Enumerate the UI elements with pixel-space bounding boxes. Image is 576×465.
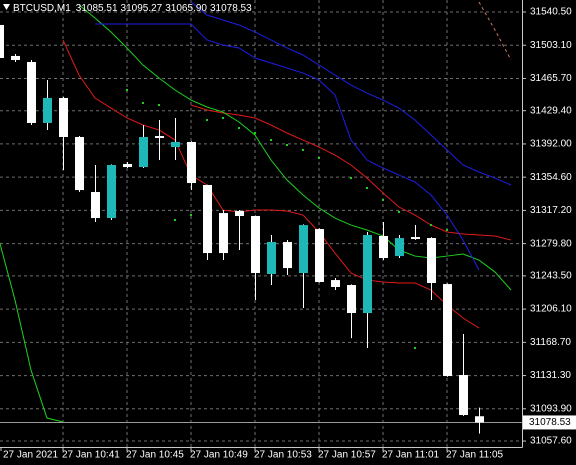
sar-dot bbox=[206, 119, 208, 122]
sar-dot bbox=[286, 144, 288, 147]
header-low: 31065.90 bbox=[165, 3, 207, 14]
sar-dot bbox=[446, 229, 448, 232]
sar-dot bbox=[158, 104, 160, 107]
sar-dot bbox=[302, 148, 304, 151]
sar-dot bbox=[238, 127, 240, 130]
y-tick-label: 31168.70 bbox=[530, 337, 571, 348]
sar-dot bbox=[398, 210, 400, 213]
candle-body bbox=[347, 285, 356, 314]
candle-body bbox=[107, 164, 116, 219]
sar-dot bbox=[222, 116, 224, 119]
header-icon bbox=[3, 4, 10, 10]
candle-body bbox=[283, 242, 292, 269]
y-tick-label: 31540.50 bbox=[530, 7, 572, 18]
x-tick-label: 27 Jan 10:45 bbox=[126, 450, 184, 461]
y-tick-label: 31503.10 bbox=[530, 40, 572, 51]
symbol: BTCUSD,M1 bbox=[13, 3, 71, 14]
sar-dot bbox=[366, 187, 368, 190]
candle-body bbox=[331, 280, 340, 287]
candle-body bbox=[379, 235, 388, 259]
indicator-line bbox=[62, 39, 480, 329]
candle-body bbox=[91, 192, 100, 219]
plot-area bbox=[0, 0, 522, 447]
candle-body bbox=[363, 235, 372, 314]
candle-body bbox=[219, 213, 228, 254]
y-tick-label: 31093.90 bbox=[530, 403, 572, 414]
y-tick-label: 31429.40 bbox=[530, 105, 572, 116]
candle-body bbox=[155, 136, 164, 138]
candle-body bbox=[139, 137, 148, 168]
candle-body bbox=[267, 242, 276, 275]
sar-dot bbox=[190, 214, 192, 217]
candle-body bbox=[251, 215, 260, 274]
x-tick-label: 27 Jan 10:53 bbox=[254, 450, 312, 461]
header-open: 31085.51 bbox=[76, 3, 118, 14]
sar-dot bbox=[254, 132, 256, 135]
indicator-line bbox=[95, 23, 480, 271]
x-tick-label: 27 Jan 11:05 bbox=[446, 450, 504, 461]
chart-header: BTCUSD,M1 31085.51 31095.27 31065.90 31078.5… bbox=[3, 3, 252, 14]
y-tick-label: 31354.60 bbox=[530, 172, 572, 183]
candle-body bbox=[395, 238, 404, 257]
candle-body bbox=[171, 141, 180, 148]
candle-body bbox=[75, 137, 84, 191]
candle-body bbox=[459, 375, 468, 416]
candle-body bbox=[187, 141, 196, 184]
candle-body bbox=[315, 229, 324, 283]
y-tick-label: 31279.80 bbox=[530, 238, 572, 249]
candle-body bbox=[235, 211, 244, 216]
current-price-box bbox=[523, 415, 576, 430]
sar-dot bbox=[142, 101, 144, 104]
candle-body bbox=[11, 55, 20, 60]
header-text: BTCUSD,M1 31085.51 31095.27 31065.90 31078.5… bbox=[13, 3, 252, 14]
sar-dot bbox=[350, 177, 352, 180]
candle-body bbox=[43, 98, 52, 123]
y-tick-label: 31131.30 bbox=[530, 370, 571, 381]
y-tick-label: 31392.00 bbox=[530, 139, 572, 150]
candle-body bbox=[123, 164, 132, 168]
sar-dot bbox=[270, 139, 272, 142]
sar-dot bbox=[318, 156, 320, 159]
sar-dot bbox=[414, 347, 416, 350]
candle-body bbox=[475, 416, 484, 423]
y-tick-label: 31243.50 bbox=[530, 271, 572, 282]
sar-dot bbox=[430, 224, 432, 227]
sar-dot bbox=[126, 89, 128, 92]
current-price-label: 31078.53 bbox=[529, 417, 571, 428]
sar-dot bbox=[382, 198, 384, 201]
candle-body bbox=[59, 98, 68, 138]
indicator-line bbox=[0, 241, 64, 423]
y-tick-label: 31057.60 bbox=[530, 436, 572, 447]
indicator-line bbox=[78, 4, 512, 291]
y-tick-label: 31206.10 bbox=[530, 304, 572, 315]
candle-body bbox=[299, 225, 308, 274]
y-tick-label: 31317.20 bbox=[530, 205, 572, 216]
x-tick-label: 27 Jan 10:57 bbox=[318, 450, 376, 461]
candle-body bbox=[443, 284, 452, 377]
header-high: 31095.27 bbox=[121, 3, 163, 14]
x-tick-label: 27 Jan 11:01 bbox=[382, 450, 440, 461]
header-close: 31078.53 bbox=[210, 3, 252, 14]
x-tick-label: 27 Jan 10:49 bbox=[190, 450, 248, 461]
indicator-line bbox=[190, 1, 512, 186]
candle-body bbox=[27, 62, 36, 123]
indicator-line bbox=[190, 104, 512, 241]
sar-dot bbox=[174, 218, 176, 221]
indicator-line bbox=[478, 1, 512, 61]
candle-body bbox=[203, 184, 212, 254]
candle-body bbox=[411, 237, 420, 240]
x-tick-label: 27 Jan 10:41 bbox=[62, 450, 120, 461]
x-tick-label: 27 Jan 2021 bbox=[3, 450, 58, 461]
y-tick-label: 31465.70 bbox=[530, 73, 572, 84]
candle-body bbox=[427, 238, 436, 283]
candle-body bbox=[0, 24, 4, 59]
